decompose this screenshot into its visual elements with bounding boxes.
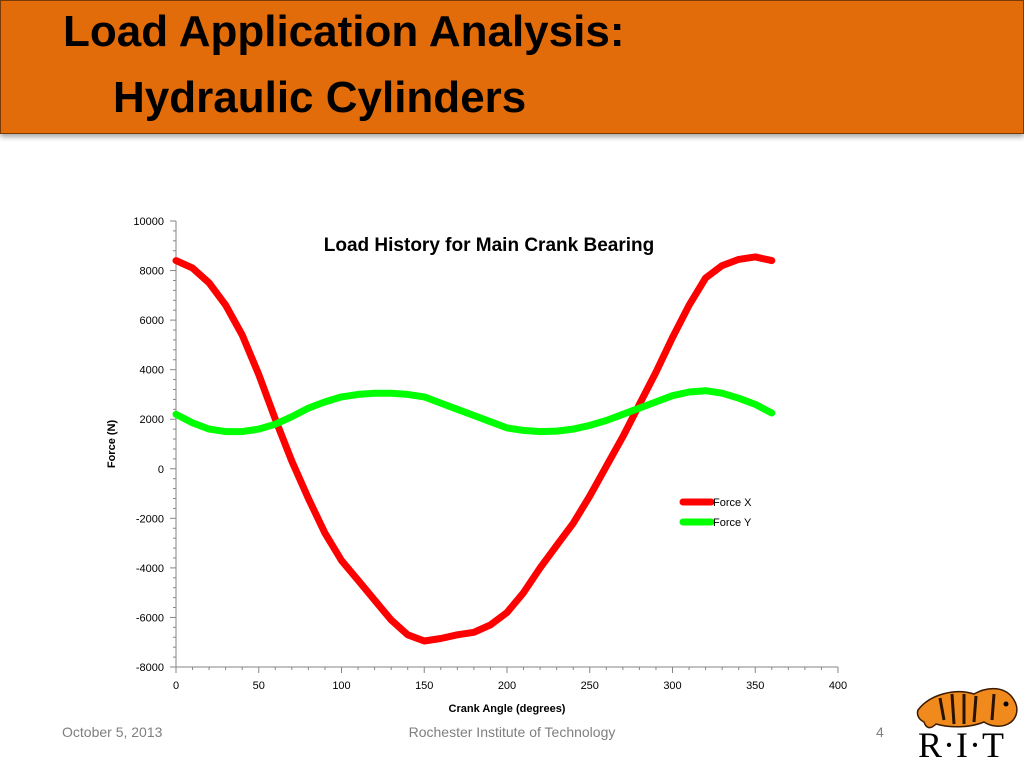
y-tick-label: -4000 bbox=[136, 563, 164, 575]
tiger-logo-icon bbox=[916, 687, 1018, 729]
y-tick-label: 0 bbox=[158, 464, 164, 476]
y-tick-label: 10000 bbox=[133, 216, 164, 228]
page-number: 4 bbox=[876, 724, 884, 740]
logo-text: R·I·T bbox=[918, 725, 1005, 765]
x-tick-label: 400 bbox=[829, 680, 847, 692]
x-tick-label: 300 bbox=[663, 680, 681, 692]
footer-date: October 5, 2013 bbox=[62, 724, 163, 740]
chart-title: Load History for Main Crank Bearing bbox=[324, 235, 654, 256]
x-tick-label: 100 bbox=[332, 680, 350, 692]
series-line-force-x bbox=[172, 253, 776, 645]
y-tick-label: 8000 bbox=[140, 266, 164, 278]
x-tick-label: 0 bbox=[173, 680, 179, 692]
y-tick-label: 4000 bbox=[140, 365, 164, 377]
legend-label: Force X bbox=[713, 497, 752, 509]
footer-organization: Rochester Institute of Technology bbox=[408, 724, 616, 740]
x-tick-label: 250 bbox=[581, 680, 599, 692]
series-line-force-y bbox=[172, 387, 776, 436]
x-tick-label: 150 bbox=[415, 680, 433, 692]
slide-title-line1: Load Application Analysis: bbox=[63, 7, 625, 56]
x-tick-label: 350 bbox=[746, 680, 764, 692]
slide-title-line2: Hydraulic Cylinders bbox=[113, 73, 527, 122]
title-bar: Load Application Analysis: Hydraulic Cyl… bbox=[0, 0, 1024, 134]
y-tick-label: -2000 bbox=[136, 513, 164, 525]
y-tick-label: 6000 bbox=[140, 315, 164, 327]
y-tick-label: -6000 bbox=[136, 612, 164, 624]
x-tick-label: 50 bbox=[253, 680, 265, 692]
legend-label: Force Y bbox=[713, 517, 752, 529]
y-tick-label: 2000 bbox=[140, 414, 164, 426]
y-axis-title: Force (N) bbox=[106, 420, 118, 469]
x-tick-label: 200 bbox=[498, 680, 516, 692]
x-axis-title: Crank Angle (degrees) bbox=[449, 703, 566, 715]
y-tick-label: -8000 bbox=[136, 662, 164, 674]
